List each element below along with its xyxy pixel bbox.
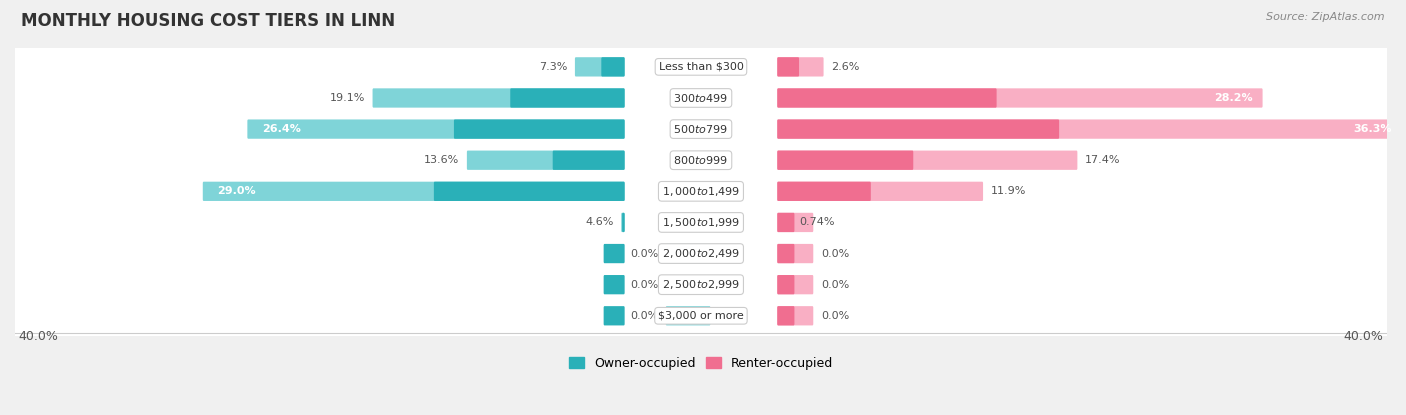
Text: 0.0%: 0.0% — [630, 249, 658, 259]
Text: 28.2%: 28.2% — [1215, 93, 1253, 103]
FancyBboxPatch shape — [13, 202, 1389, 243]
FancyBboxPatch shape — [510, 88, 624, 107]
Text: 0.0%: 0.0% — [821, 249, 849, 259]
FancyBboxPatch shape — [13, 233, 1389, 274]
FancyBboxPatch shape — [666, 244, 710, 263]
FancyBboxPatch shape — [575, 57, 624, 76]
Text: $2,500 to $2,999: $2,500 to $2,999 — [662, 278, 740, 291]
Text: 0.0%: 0.0% — [821, 280, 849, 290]
Text: 36.3%: 36.3% — [1354, 124, 1392, 134]
FancyBboxPatch shape — [603, 244, 624, 263]
Text: $3,000 or more: $3,000 or more — [658, 311, 744, 321]
FancyBboxPatch shape — [13, 171, 1389, 212]
FancyBboxPatch shape — [15, 110, 1389, 149]
FancyBboxPatch shape — [778, 244, 813, 263]
FancyBboxPatch shape — [778, 151, 914, 170]
FancyBboxPatch shape — [15, 265, 1389, 304]
FancyBboxPatch shape — [15, 296, 1389, 335]
FancyBboxPatch shape — [15, 141, 1389, 180]
FancyBboxPatch shape — [778, 88, 997, 107]
FancyBboxPatch shape — [602, 57, 624, 76]
FancyBboxPatch shape — [454, 120, 624, 139]
FancyBboxPatch shape — [778, 182, 983, 201]
FancyBboxPatch shape — [778, 275, 794, 294]
FancyBboxPatch shape — [15, 234, 1389, 273]
FancyBboxPatch shape — [623, 213, 624, 232]
FancyBboxPatch shape — [778, 244, 794, 263]
FancyBboxPatch shape — [778, 213, 813, 232]
Text: Less than $300: Less than $300 — [658, 62, 744, 72]
Text: 0.0%: 0.0% — [630, 280, 658, 290]
Text: $800 to $999: $800 to $999 — [673, 154, 728, 166]
FancyBboxPatch shape — [202, 182, 624, 201]
Text: 17.4%: 17.4% — [1085, 155, 1121, 165]
Text: 26.4%: 26.4% — [262, 124, 301, 134]
FancyBboxPatch shape — [603, 306, 624, 325]
FancyBboxPatch shape — [15, 78, 1389, 117]
Text: $1,500 to $1,999: $1,500 to $1,999 — [662, 216, 740, 229]
Text: 0.0%: 0.0% — [630, 311, 658, 321]
FancyBboxPatch shape — [778, 120, 1402, 139]
FancyBboxPatch shape — [778, 306, 794, 325]
FancyBboxPatch shape — [373, 88, 624, 107]
Text: $500 to $799: $500 to $799 — [673, 123, 728, 135]
FancyBboxPatch shape — [778, 151, 1077, 170]
Text: 7.3%: 7.3% — [538, 62, 567, 72]
FancyBboxPatch shape — [13, 140, 1389, 181]
FancyBboxPatch shape — [778, 57, 799, 76]
FancyBboxPatch shape — [778, 306, 813, 325]
FancyBboxPatch shape — [778, 213, 794, 232]
FancyBboxPatch shape — [13, 78, 1389, 118]
FancyBboxPatch shape — [778, 120, 1059, 139]
Text: 29.0%: 29.0% — [218, 186, 256, 196]
Text: 2.6%: 2.6% — [831, 62, 859, 72]
FancyBboxPatch shape — [247, 120, 624, 139]
FancyBboxPatch shape — [13, 109, 1389, 149]
FancyBboxPatch shape — [15, 47, 1389, 86]
FancyBboxPatch shape — [13, 46, 1389, 87]
FancyBboxPatch shape — [603, 275, 624, 294]
FancyBboxPatch shape — [13, 295, 1389, 336]
FancyBboxPatch shape — [778, 57, 824, 76]
Text: 4.6%: 4.6% — [585, 217, 613, 227]
FancyBboxPatch shape — [467, 151, 624, 170]
Legend: Owner-occupied, Renter-occupied: Owner-occupied, Renter-occupied — [564, 352, 838, 375]
Text: MONTHLY HOUSING COST TIERS IN LINN: MONTHLY HOUSING COST TIERS IN LINN — [21, 12, 395, 30]
Text: $2,000 to $2,499: $2,000 to $2,499 — [662, 247, 740, 260]
Text: 11.9%: 11.9% — [991, 186, 1026, 196]
Text: $300 to $499: $300 to $499 — [673, 92, 728, 104]
Text: 0.74%: 0.74% — [800, 217, 835, 227]
FancyBboxPatch shape — [666, 275, 710, 294]
Text: 40.0%: 40.0% — [18, 330, 58, 342]
FancyBboxPatch shape — [15, 203, 1389, 242]
FancyBboxPatch shape — [666, 306, 710, 325]
Text: 40.0%: 40.0% — [1344, 330, 1384, 342]
FancyBboxPatch shape — [621, 213, 624, 232]
FancyBboxPatch shape — [778, 182, 870, 201]
FancyBboxPatch shape — [15, 172, 1389, 211]
Text: $1,000 to $1,499: $1,000 to $1,499 — [662, 185, 740, 198]
Text: Source: ZipAtlas.com: Source: ZipAtlas.com — [1267, 12, 1385, 22]
FancyBboxPatch shape — [778, 88, 1263, 107]
Text: 0.0%: 0.0% — [821, 311, 849, 321]
Text: 19.1%: 19.1% — [329, 93, 364, 103]
Text: 13.6%: 13.6% — [423, 155, 460, 165]
FancyBboxPatch shape — [778, 275, 813, 294]
FancyBboxPatch shape — [13, 264, 1389, 305]
FancyBboxPatch shape — [553, 151, 624, 170]
FancyBboxPatch shape — [434, 182, 624, 201]
